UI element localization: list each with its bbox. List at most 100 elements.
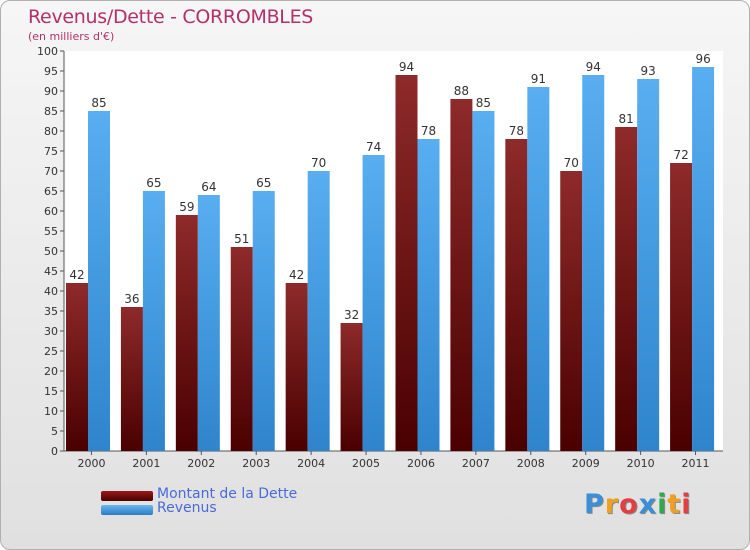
bar-dette: [450, 99, 473, 451]
data-label-dette: 32: [344, 308, 359, 322]
y-tick-label: 30: [44, 325, 58, 338]
data-label-revenus: 85: [91, 96, 106, 110]
data-label-dette: 70: [564, 156, 579, 170]
data-label-revenus: 78: [421, 124, 436, 138]
x-tick-label: 2001: [132, 457, 160, 470]
data-label-revenus: 70: [311, 156, 326, 170]
x-tick-label: 2004: [297, 457, 325, 470]
logo-letter: i: [681, 489, 692, 520]
x-tick-label: 2008: [517, 457, 545, 470]
data-label-dette: 51: [234, 232, 249, 246]
y-tick-label: 10: [44, 405, 58, 418]
y-tick-label: 20: [44, 365, 58, 378]
data-label-revenus: 94: [586, 60, 601, 74]
bar-revenus: [197, 195, 220, 451]
proxiti-logo: Proxiti: [584, 489, 692, 520]
data-label-revenus: 93: [641, 64, 656, 78]
y-tick-label: 55: [44, 225, 58, 238]
chart-subtitle: (en milliers d'€): [28, 30, 115, 43]
chart-title: Revenus/Dette - CORROMBLES: [28, 6, 314, 28]
y-tick-label: 65: [44, 185, 58, 198]
bar-dette: [340, 323, 363, 451]
legend-label-revenus: Revenus: [157, 500, 217, 516]
y-tick-label: 35: [44, 305, 58, 318]
y-tick-label: 40: [44, 285, 58, 298]
x-tick-label: 2009: [572, 457, 600, 470]
bar-dette: [230, 247, 253, 451]
data-label-revenus: 65: [256, 176, 271, 190]
bar-revenus: [252, 191, 275, 451]
bar-dette: [120, 307, 143, 451]
data-label-revenus: 74: [366, 140, 381, 154]
bar-dette: [285, 283, 308, 451]
data-label-dette: 88: [454, 84, 469, 98]
legend-swatch-revenus: [101, 505, 153, 515]
x-tick-label: 2011: [682, 457, 710, 470]
axes: 0 5 10 15 20 25 30 35 40 45 50 55 60 65 70 75 80 85 90 95 10…: [37, 45, 723, 470]
y-tick-label: 15: [44, 385, 58, 398]
data-label-dette: 94: [399, 60, 414, 74]
logo-letter: x: [638, 489, 658, 520]
y-tick-label: 95: [44, 65, 58, 78]
bar-revenus: [692, 67, 715, 451]
bar-dette: [505, 139, 528, 451]
legend-label-dette: Montant de la Dette: [157, 486, 298, 502]
bar-revenus: [142, 191, 165, 451]
data-label-revenus: 85: [476, 96, 491, 110]
bar-revenus: [362, 155, 385, 451]
bar-revenus: [417, 139, 440, 451]
bar-revenus: [527, 87, 550, 451]
data-label-dette: 36: [124, 292, 139, 306]
data-label-dette: 42: [69, 268, 84, 282]
bar-revenus: [307, 171, 330, 451]
bar-dette: [395, 75, 418, 451]
data-label-dette: 59: [179, 200, 194, 214]
data-label-revenus: 96: [695, 52, 710, 66]
data-labels: 42 85 36 65 59 64 51 65 42 70 32 74 94 78 88 85 78 91 70 94…: [69, 52, 710, 322]
bar-dette: [615, 127, 638, 451]
y-tick-label: 100: [37, 45, 58, 58]
bar-revenus: [582, 75, 605, 451]
y-tick-label: 85: [44, 105, 58, 118]
logo-letter: t: [667, 489, 682, 520]
x-tick-label: 2007: [462, 457, 490, 470]
bars: [66, 67, 715, 451]
data-label-dette: 72: [673, 148, 688, 162]
x-tick-label: 2000: [77, 457, 105, 470]
bar-revenus: [472, 111, 495, 451]
y-tick-label: 50: [44, 245, 58, 258]
logo-letter: P: [584, 489, 605, 520]
x-tick-label: 2003: [242, 457, 270, 470]
logo-letter: r: [604, 489, 620, 520]
data-label-revenus: 64: [201, 180, 216, 194]
x-tick-label: 2002: [187, 457, 215, 470]
x-tick-label: 2006: [407, 457, 435, 470]
y-tick-label: 5: [51, 425, 58, 438]
data-label-revenus: 65: [146, 176, 161, 190]
logo-letter: o: [619, 489, 639, 520]
y-tick-label: 60: [44, 205, 58, 218]
bar-dette: [670, 163, 693, 451]
plot-area: [64, 51, 723, 451]
data-label-revenus: 91: [531, 72, 546, 86]
y-tick-label: 25: [44, 345, 58, 358]
y-tick-label: 45: [44, 265, 58, 278]
y-tick-label: 90: [44, 85, 58, 98]
y-tick-label: 80: [44, 125, 58, 138]
bar-revenus: [88, 111, 110, 451]
y-tick-label: 70: [44, 165, 58, 178]
bar-dette: [560, 171, 583, 451]
bar-dette: [175, 215, 198, 451]
y-tick-label: 75: [44, 145, 58, 158]
legend-swatch-dette: [101, 491, 153, 501]
logo-letter: i: [657, 489, 668, 520]
y-tick-label: 0: [51, 445, 58, 458]
bar-dette: [66, 283, 88, 451]
x-tick-label: 2010: [627, 457, 655, 470]
data-label-dette: 78: [509, 124, 524, 138]
data-label-dette: 81: [619, 112, 634, 126]
data-label-dette: 42: [289, 268, 304, 282]
x-tick-label: 2005: [352, 457, 380, 470]
